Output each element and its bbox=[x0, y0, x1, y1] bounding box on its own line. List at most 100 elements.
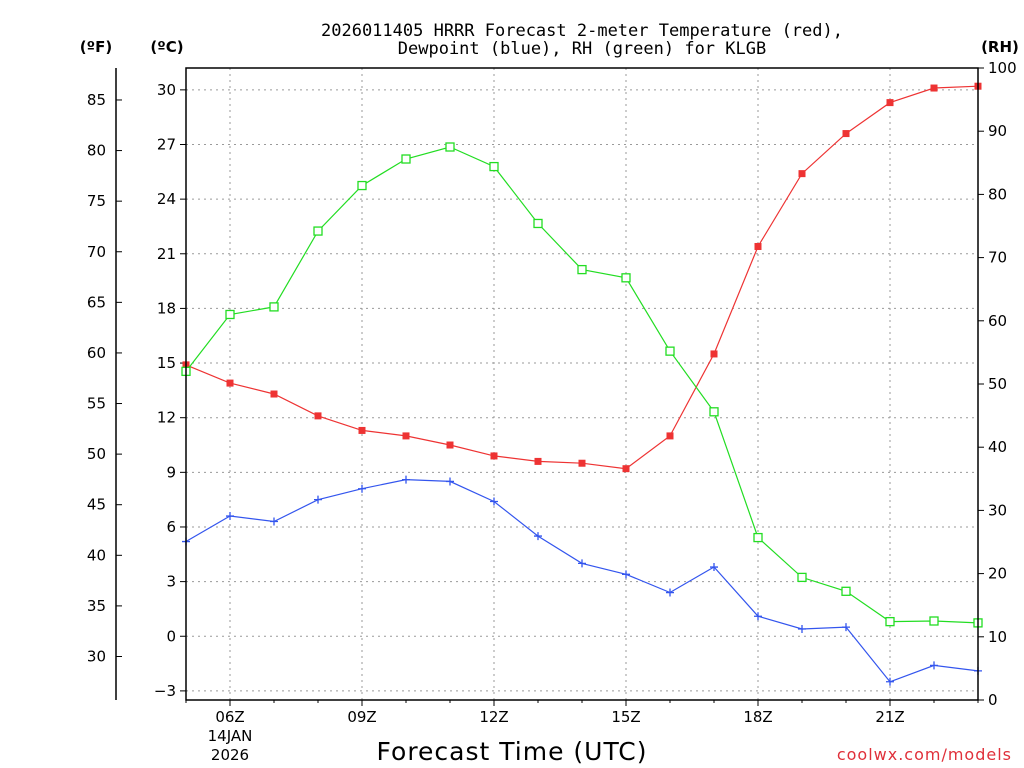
fahrenheit-tick-label: 30 bbox=[87, 647, 106, 665]
temperature-point bbox=[710, 350, 718, 358]
temperature-point bbox=[226, 379, 234, 387]
dewpoint-point bbox=[666, 588, 674, 597]
celsius-tick-label: 9 bbox=[166, 463, 176, 481]
rh-tick-label: 60 bbox=[988, 312, 1007, 330]
rh-point bbox=[269, 302, 279, 312]
rh-point bbox=[709, 407, 719, 417]
dewpoint-point bbox=[534, 532, 542, 541]
time-tick-label: 18Z bbox=[743, 708, 772, 726]
fahrenheit-tick-label: 35 bbox=[87, 597, 106, 615]
time-tick-label: 12Z bbox=[479, 708, 508, 726]
fahrenheit-tick-label: 65 bbox=[87, 293, 106, 311]
rh-tick-label: 50 bbox=[988, 375, 1007, 393]
fahrenheit-tick-label: 85 bbox=[87, 91, 106, 109]
celsius-tick-label: 12 bbox=[157, 409, 176, 427]
rh-tick-label: 80 bbox=[988, 185, 1007, 203]
temperature-point bbox=[358, 426, 366, 434]
time-tick-label: 06Z bbox=[215, 708, 244, 726]
fahrenheit-tick-label: 40 bbox=[87, 546, 106, 564]
rh-point bbox=[665, 346, 675, 356]
fahrenheit-tick-label: 55 bbox=[87, 395, 106, 413]
temperature-point bbox=[798, 170, 806, 178]
dewpoint-point bbox=[886, 677, 894, 686]
temperature-series bbox=[182, 82, 982, 473]
dewpoint-point bbox=[578, 559, 586, 568]
dewpoint-point bbox=[226, 512, 234, 521]
rh-point bbox=[357, 180, 367, 191]
temperature-point bbox=[754, 242, 762, 250]
celsius-tick-label: 18 bbox=[157, 299, 176, 317]
celsius-tick-label: 21 bbox=[157, 245, 176, 263]
celsius-tick-label: 30 bbox=[157, 81, 176, 99]
rh-point bbox=[841, 586, 851, 596]
temperature-point bbox=[402, 432, 410, 440]
rh-tick-label: 100 bbox=[988, 59, 1017, 77]
rh-point bbox=[445, 142, 455, 152]
temperature-point bbox=[578, 459, 586, 467]
temperature-point bbox=[446, 441, 454, 449]
rh-tick-label: 30 bbox=[988, 501, 1007, 519]
celsius-unit-label: (ºC) bbox=[150, 38, 183, 56]
temperature-point bbox=[886, 99, 894, 107]
celsius-tick-label: 24 bbox=[157, 190, 176, 208]
celsius-tick-label: 15 bbox=[157, 354, 176, 372]
temperature-point bbox=[930, 84, 938, 92]
time-tick-label: 15Z bbox=[611, 708, 640, 726]
rh-point bbox=[313, 226, 323, 236]
temperature-point bbox=[842, 130, 850, 138]
fahrenheit-tick-label: 70 bbox=[87, 243, 106, 261]
fahrenheit-tick-label: 45 bbox=[87, 496, 106, 514]
rh-point bbox=[533, 218, 543, 229]
dewpoint-point bbox=[270, 517, 278, 526]
temperature-point bbox=[622, 465, 630, 473]
chart-title-line1: 2026011405 HRRR Forecast 2-meter Tempera… bbox=[321, 21, 843, 41]
fahrenheit-tick-label: 80 bbox=[87, 142, 106, 160]
dewpoint-point bbox=[930, 661, 938, 670]
dewpoint-point bbox=[798, 624, 806, 633]
time-tick-label: 09Z bbox=[347, 708, 376, 726]
rh-tick-label: 10 bbox=[988, 628, 1007, 646]
celsius-axis: −3 0 3 6 9 12 15 18 21 24 27 30 bbox=[154, 81, 186, 700]
rh-point bbox=[225, 309, 235, 320]
temperature-point bbox=[666, 432, 674, 440]
fahrenheit-axis: 30 35 40 45 50 55 60 65 70 75 80 85 bbox=[87, 68, 122, 700]
rh-point bbox=[401, 154, 411, 164]
credit-text: coolwx.com/models bbox=[837, 745, 1012, 764]
rh-tick-label: 20 bbox=[988, 565, 1007, 583]
date-label: 14JAN bbox=[208, 727, 253, 745]
rh-tick-label: 40 bbox=[988, 438, 1007, 456]
celsius-tick-label: −3 bbox=[154, 682, 176, 700]
dewpoint-point bbox=[754, 612, 762, 621]
celsius-tick-label: 27 bbox=[157, 135, 176, 153]
celsius-tick-label: 3 bbox=[166, 573, 176, 591]
fahrenheit-tick-label: 50 bbox=[87, 445, 106, 463]
rh-point bbox=[577, 264, 587, 275]
temperature-point bbox=[314, 412, 322, 420]
rh-unit-label: (RH) bbox=[981, 38, 1019, 56]
dewpoint-point bbox=[402, 475, 410, 484]
dewpoint-point bbox=[314, 495, 322, 504]
rh-point bbox=[797, 572, 807, 583]
year-label: 2026 bbox=[211, 746, 249, 764]
temperature-point bbox=[270, 390, 278, 398]
dewpoint-point bbox=[358, 484, 366, 493]
dewpoint-point bbox=[490, 497, 498, 506]
temperature-point bbox=[490, 452, 498, 460]
rh-tick-label: 70 bbox=[988, 249, 1007, 267]
x-axis-title: Forecast Time (UTC) bbox=[377, 737, 648, 766]
rh-tick-label: 0 bbox=[988, 691, 998, 709]
chart-title-line2: Dewpoint (blue), RH (green) for KLGB bbox=[398, 39, 766, 59]
fahrenheit-tick-label: 60 bbox=[87, 344, 106, 362]
rh-point bbox=[621, 273, 631, 283]
fahrenheit-unit-label: (ºF) bbox=[80, 38, 112, 56]
rh-point bbox=[489, 161, 499, 172]
rh-point bbox=[929, 616, 939, 626]
celsius-tick-label: 0 bbox=[166, 627, 176, 645]
rh-series bbox=[181, 142, 983, 628]
rh-point bbox=[753, 532, 763, 543]
celsius-tick-label: 6 bbox=[166, 518, 176, 536]
time-tick-label: 21Z bbox=[875, 708, 904, 726]
rh-axis: 0 10 20 30 40 50 60 70 80 90 100 bbox=[978, 59, 1017, 709]
